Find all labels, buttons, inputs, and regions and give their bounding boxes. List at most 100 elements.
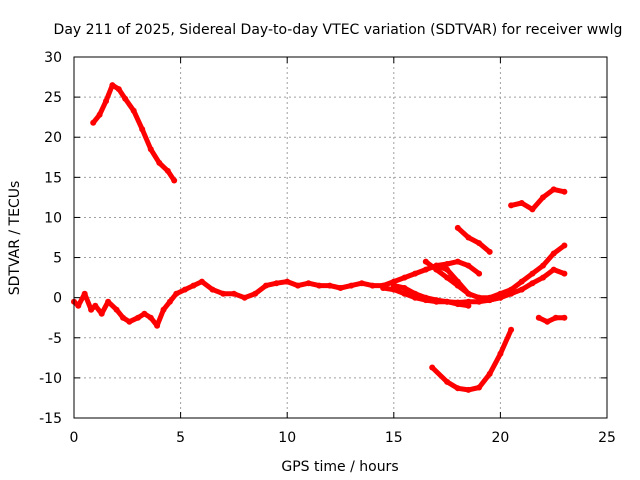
data-point [210, 287, 216, 293]
data-point [231, 291, 237, 297]
data-point [306, 280, 312, 286]
x-tick-label: 15 [385, 430, 403, 446]
y-tick-label: 15 [44, 170, 62, 186]
y-tick-label: 0 [53, 291, 62, 307]
x-axis-label: GPS time / hours [281, 459, 398, 475]
data-point [167, 299, 173, 305]
series-line [511, 189, 564, 209]
data-point [148, 315, 154, 321]
series-arc-7 [455, 225, 493, 255]
data-point [561, 189, 567, 195]
data-point [92, 303, 98, 309]
data-point [141, 311, 147, 317]
data-point [455, 301, 461, 307]
data-point [135, 315, 141, 321]
data-point [455, 259, 461, 265]
data-point [508, 327, 514, 333]
y-tick-label: 5 [53, 251, 62, 267]
data-point [161, 307, 167, 313]
y-tick-label: -15 [39, 411, 62, 427]
data-point [171, 178, 177, 184]
data-point [423, 295, 429, 301]
series-arc-2 [71, 243, 567, 329]
data-point [82, 291, 88, 297]
y-axis-label: SDTVAR / TECUs [7, 181, 23, 296]
data-point [412, 291, 418, 297]
data-point [338, 285, 344, 291]
data-point [553, 315, 559, 321]
series-line [458, 228, 490, 252]
data-point [551, 267, 557, 273]
data-point [561, 271, 567, 277]
data-point [433, 263, 439, 269]
data-point [295, 283, 301, 289]
data-point [359, 280, 365, 286]
data-point [348, 283, 354, 289]
data-point [508, 291, 514, 297]
y-tick-label: -5 [48, 331, 62, 347]
data-point [252, 291, 258, 297]
data-point [487, 297, 493, 303]
data-point [444, 379, 450, 385]
data-point [476, 271, 482, 277]
data-point [508, 202, 514, 208]
data-point [182, 287, 188, 293]
data-point [263, 283, 269, 289]
data-point [327, 283, 333, 289]
data-point [423, 259, 429, 265]
grid [74, 57, 607, 418]
x-tick-label: 20 [491, 430, 509, 446]
y-tick-label: -10 [39, 371, 62, 387]
data-point [220, 291, 226, 297]
data-point [444, 267, 450, 273]
y-tick-label: 10 [44, 210, 62, 226]
data-point [103, 98, 109, 104]
data-point [105, 299, 111, 305]
data-point [156, 160, 162, 166]
data-point [370, 283, 376, 289]
data-point [199, 279, 205, 285]
y-tick-label: 25 [44, 90, 62, 106]
data-point [540, 194, 546, 200]
data-point [242, 295, 248, 301]
data-point [465, 387, 471, 393]
data-point [465, 291, 471, 297]
x-tick-label: 0 [70, 430, 79, 446]
series-arc-8 [508, 186, 567, 212]
data-point [497, 351, 503, 357]
data-point [455, 283, 461, 289]
data-series [71, 82, 567, 393]
data-point [391, 283, 397, 289]
data-point [148, 146, 154, 152]
data-point [444, 275, 450, 281]
data-point [497, 295, 503, 301]
data-point [465, 303, 471, 309]
axis-ticks: 0 5 10 15 20 25 -15 -10 -5 0 5 10 15 20 25 30 [39, 50, 616, 446]
data-point [412, 271, 418, 277]
data-point [190, 283, 196, 289]
data-point [551, 251, 557, 257]
data-point [487, 249, 493, 255]
chart: Day 211 of 2025, Sidereal Day-to-day VTE… [0, 0, 640, 480]
data-point [90, 120, 96, 126]
data-point [487, 371, 493, 377]
data-point [122, 96, 128, 102]
series-arc-9 [429, 327, 514, 393]
data-point [402, 285, 408, 291]
data-point [75, 303, 81, 309]
data-point [380, 285, 386, 291]
data-point [529, 206, 535, 212]
data-point [544, 319, 550, 325]
data-point [476, 240, 482, 246]
series-line [432, 330, 511, 390]
data-point [455, 225, 461, 231]
data-point [316, 283, 322, 289]
data-point [284, 279, 290, 285]
data-point [402, 275, 408, 281]
plot-frame [74, 57, 607, 418]
data-point [455, 385, 461, 391]
data-point [540, 263, 546, 269]
data-point [519, 200, 525, 206]
data-point [465, 235, 471, 241]
data-point [139, 126, 145, 132]
